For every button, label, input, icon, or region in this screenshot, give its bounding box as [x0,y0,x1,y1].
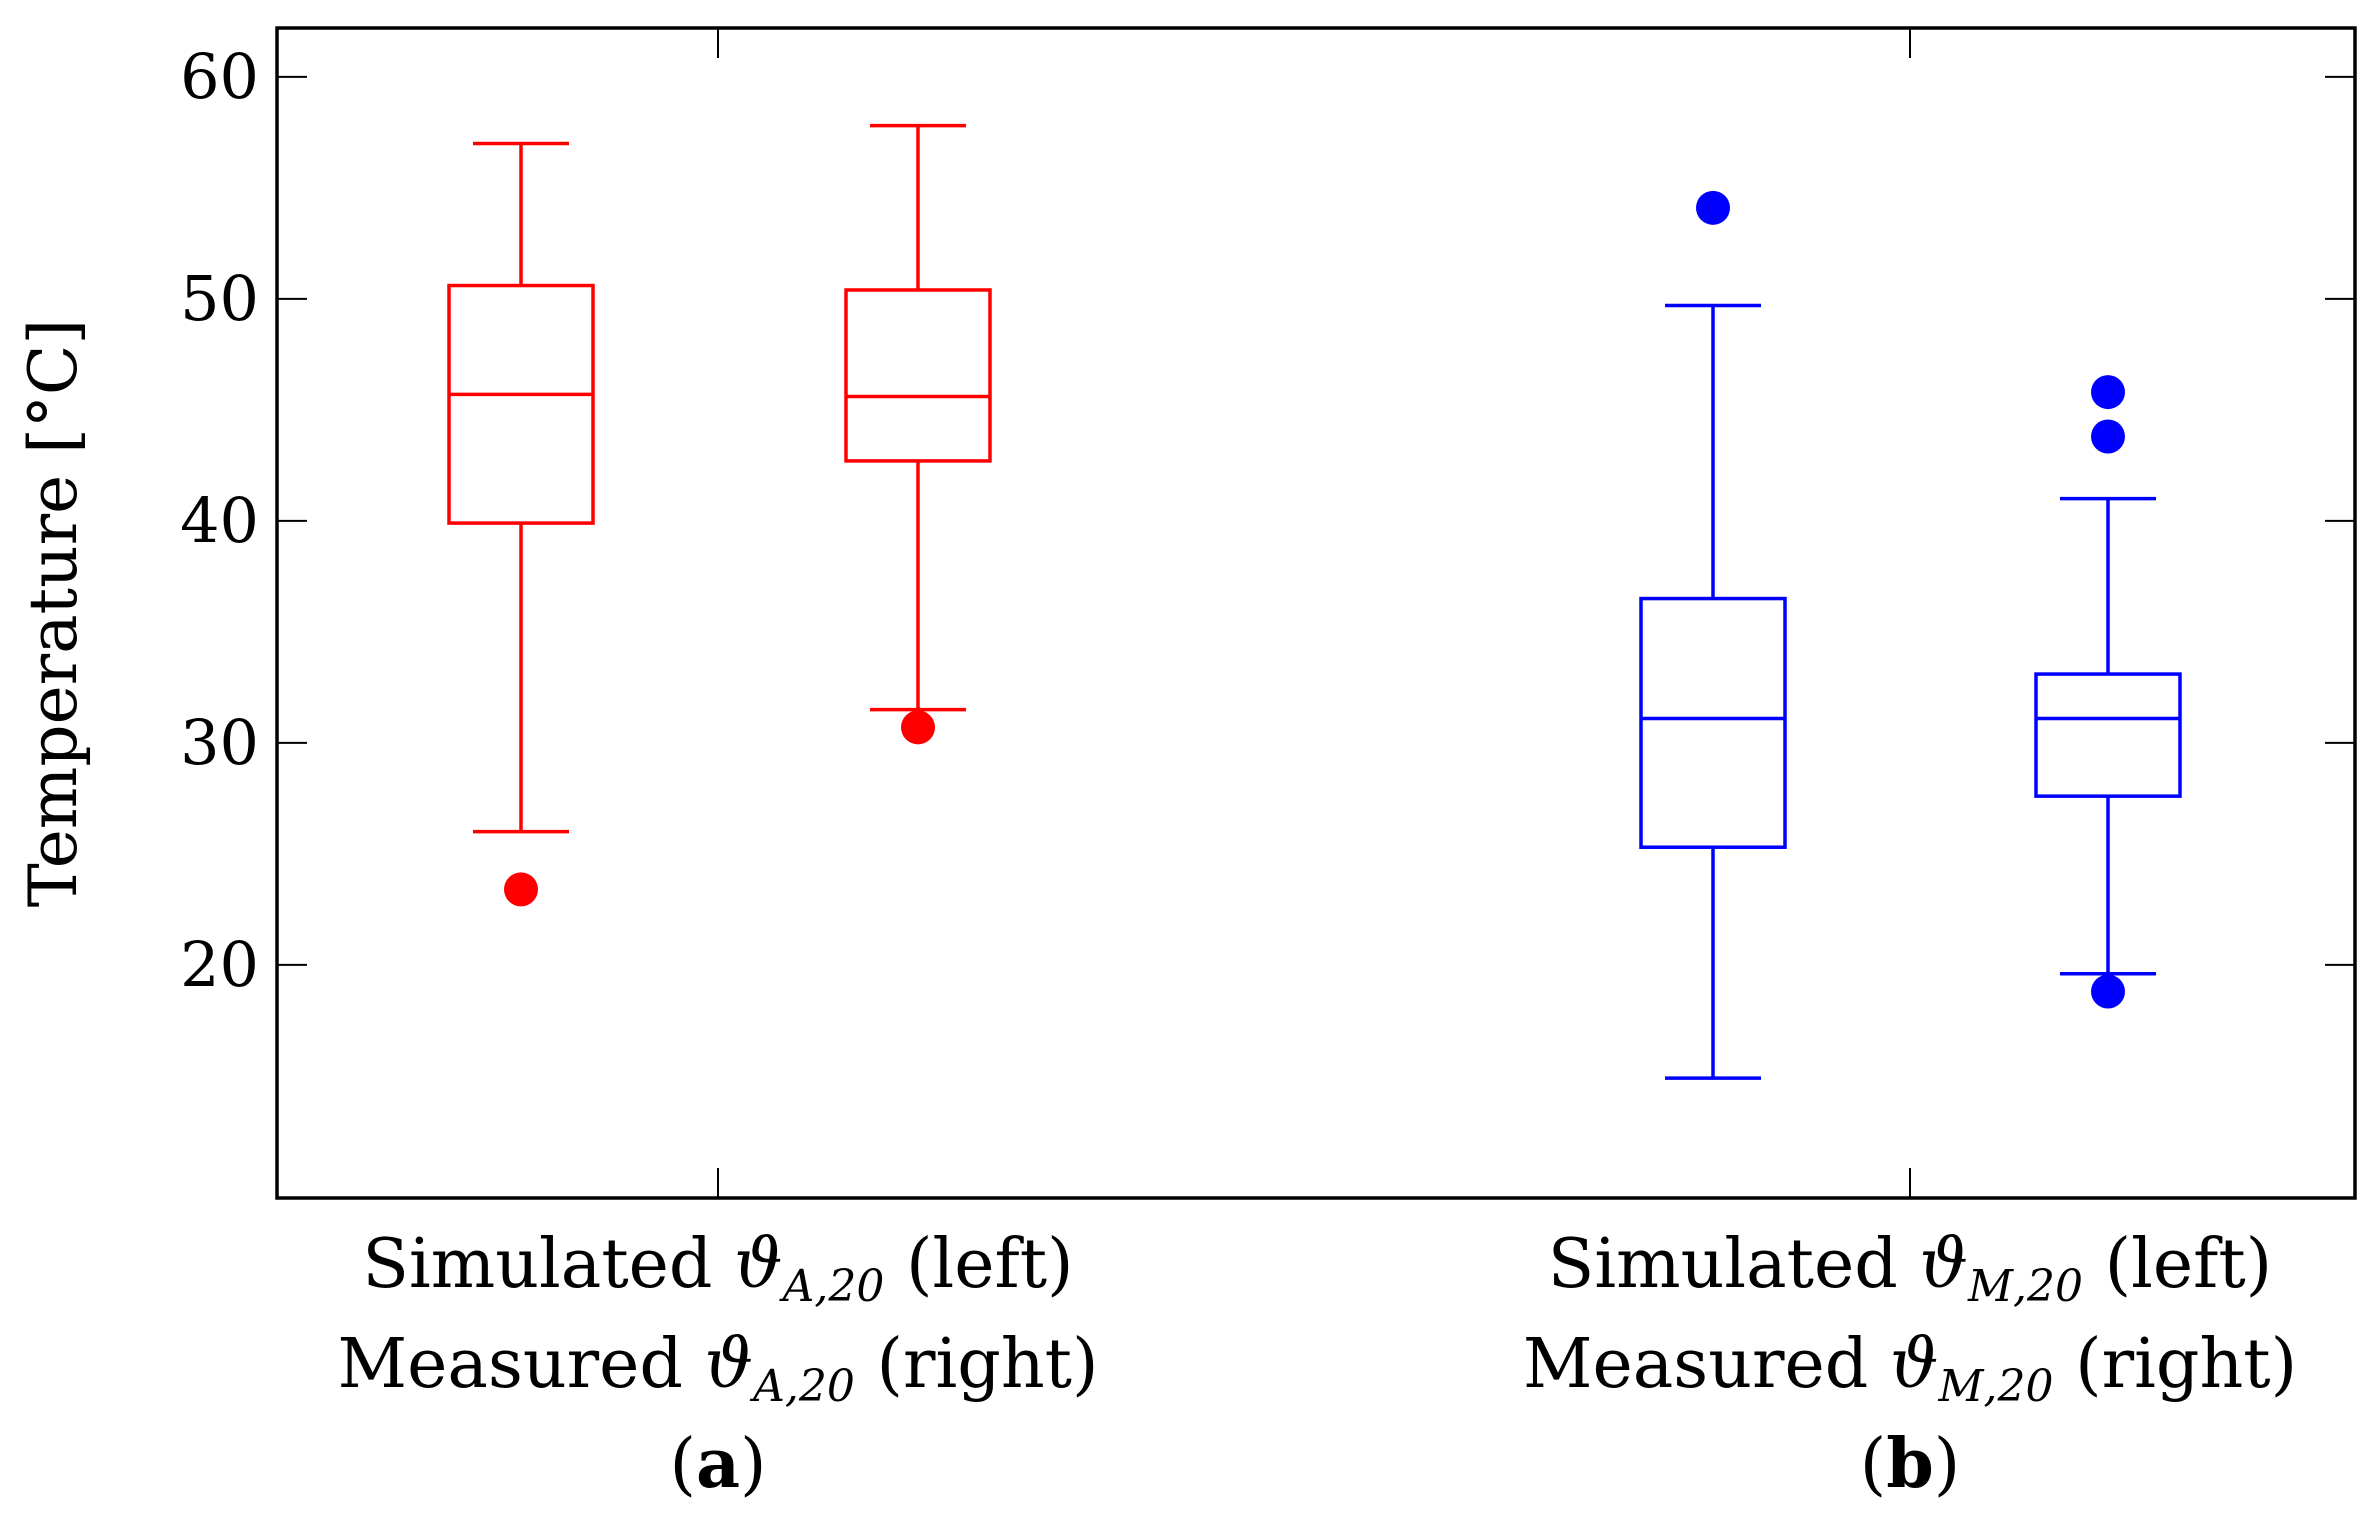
outlier-point-group-b-simulated-0 [1696,190,1730,225]
category-label-b-line2: Measured ϑM,20 (right) [1523,1325,2297,1412]
plot-area-frame [275,26,2357,1200]
box-group-a-simulated [447,141,595,907]
category-label-b-line1: Simulated ϑM,20 (left) [1548,1225,2272,1312]
outlier-point-group-a-measured-0 [901,710,935,745]
outlier-point-group-b-measured-2 [2091,375,2125,410]
y-tick-label-20: 20 [180,928,259,1001]
iqr-box-group-b-measured [2034,672,2182,798]
panel-label-b: (b) [1860,1424,1961,1504]
y-tick-label-50: 50 [180,262,259,335]
iqr-box-group-b-simulated [1639,596,1787,849]
x-axis [717,28,1911,1198]
y-tick-label-30: 30 [180,706,259,779]
y-axis: 20 30 40 50 60 [180,40,2355,1001]
box-group-a-measured [844,123,992,745]
iqr-box-group-a-measured [844,288,992,463]
box-group-b-measured [2034,375,2182,1009]
box-group-b-simulated [1639,190,1787,1080]
y-axis-label: Temperature [°C] [15,319,92,907]
outlier-point-group-b-measured-1 [2091,419,2125,454]
outlier-point-group-a-simulated-0 [504,872,538,907]
y-tick-label-60: 60 [180,40,259,113]
outlier-point-group-b-measured-0 [2091,974,2125,1009]
panel-label-a: (a) [669,1424,766,1504]
y-tick-label-40: 40 [180,484,259,557]
box-series [447,123,2182,1080]
category-label-a-line1: Simulated ϑA,20 (left) [362,1225,1073,1312]
category-label-a-line2: Measured ϑA,20 (right) [338,1325,1099,1412]
iqr-box-group-a-simulated [447,283,595,525]
